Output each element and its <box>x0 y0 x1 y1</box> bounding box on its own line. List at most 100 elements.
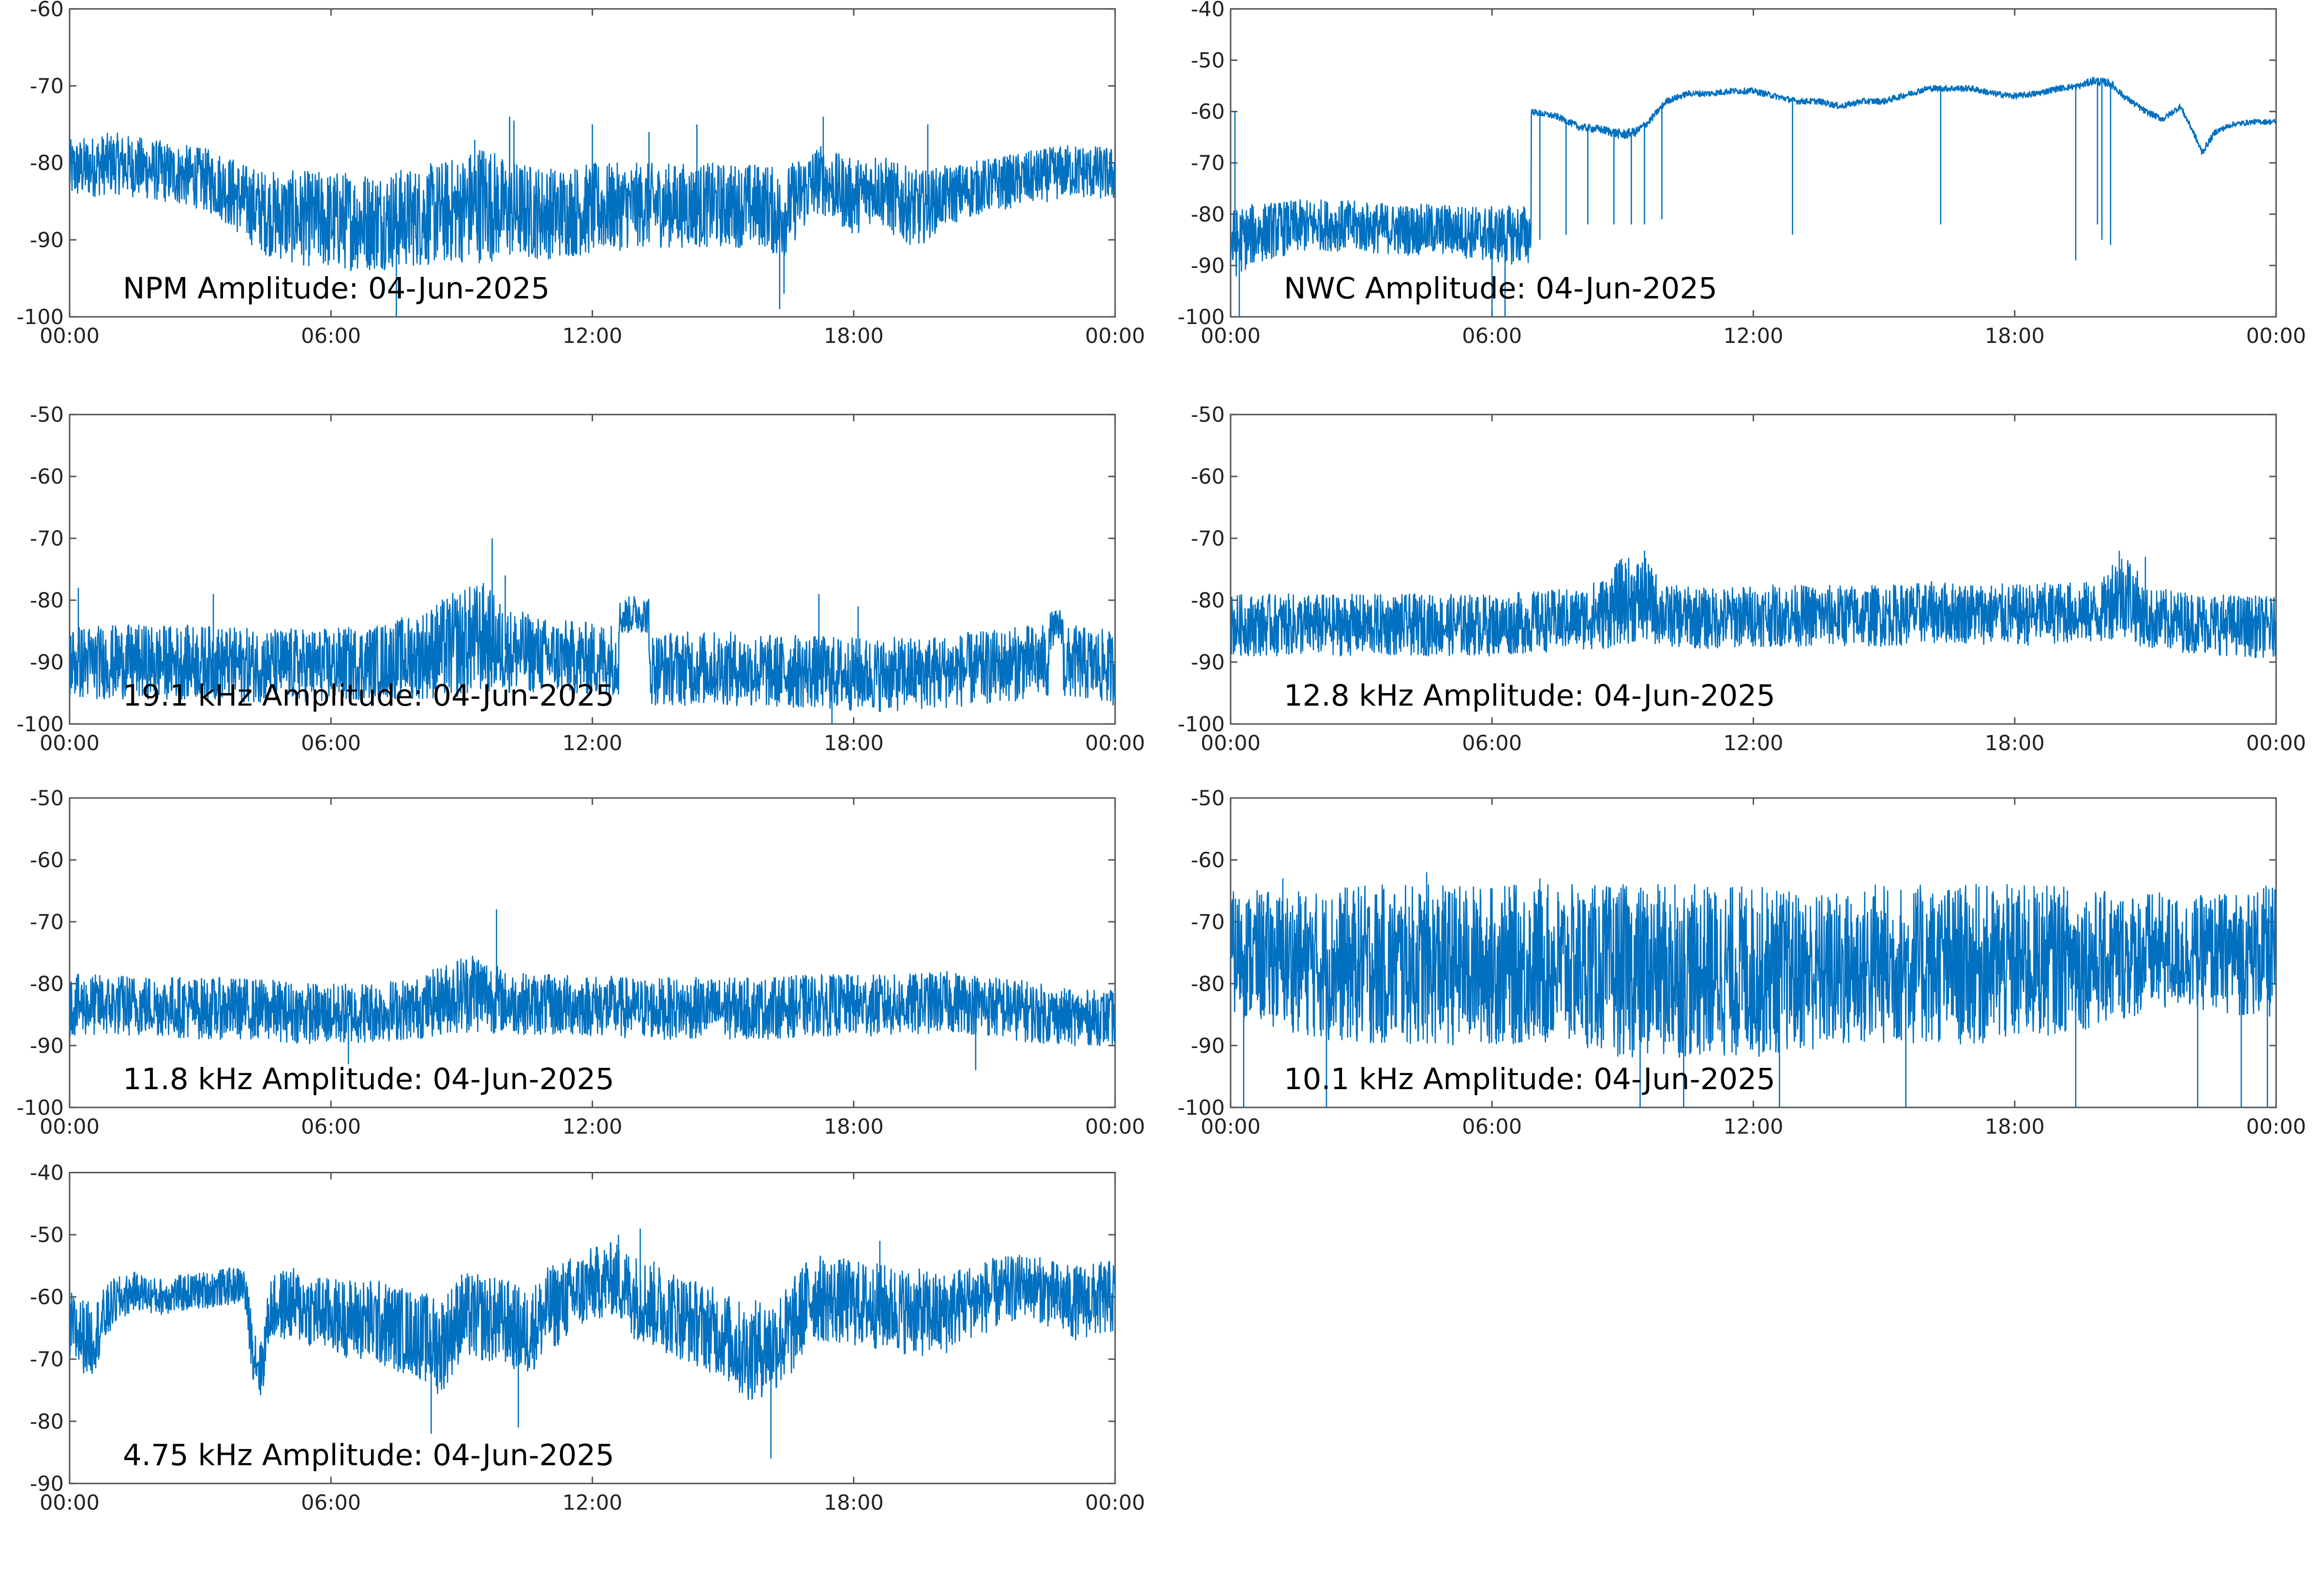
x-tick-label: 06:00 <box>1462 731 1522 755</box>
chart-panel: 00:00 06:00 12:00 18:00 00:00 -50 -60 -70 -80 -90… <box>1177 786 2306 1139</box>
amplitude-trace <box>1230 76 2277 277</box>
y-tick-label: -50 <box>30 786 64 811</box>
y-tick-label: -100 <box>1177 1096 1225 1120</box>
y-tick-label: -90 <box>1191 254 1225 278</box>
x-tick-label: 00:00 <box>1085 731 1145 755</box>
chart-title: 12.8 kHz Amplitude: 04-Jun-2025 <box>1284 679 1775 713</box>
y-tick-label: -80 <box>30 1410 64 1434</box>
x-tick-label: 00:00 <box>1085 1491 1145 1515</box>
x-tick-label: 12:00 <box>1724 1115 1784 1139</box>
y-tick-label: -100 <box>16 712 64 737</box>
amplitude-trace <box>1230 557 2277 659</box>
plot-frame <box>1230 414 2277 725</box>
chart-panel: 00:00 06:00 12:00 18:00 00:00 -50 -60 -70 -80 -90… <box>1177 403 2306 755</box>
x-tick-label: 00:00 <box>40 1115 100 1139</box>
y-tick-label: -70 <box>30 527 64 551</box>
x-tick-label: 00:00 <box>1085 324 1145 348</box>
x-tick-label: 00:00 <box>40 731 100 755</box>
chart-title: NWC Amplitude: 04-Jun-2025 <box>1284 271 1717 306</box>
x-tick-label: 12:00 <box>563 1115 623 1139</box>
plot-frame <box>69 797 1116 1108</box>
y-tick-label: -60 <box>1191 100 1225 124</box>
y-tick-label: -50 <box>1191 403 1225 427</box>
y-tick-label: -80 <box>30 589 64 613</box>
amplitude-trace <box>1230 884 2277 1058</box>
y-tick-label: -50 <box>1191 786 1225 811</box>
x-tick-label: 00:00 <box>1201 324 1261 348</box>
y-tick-label: -100 <box>1177 305 1225 329</box>
chart-title: 11.8 kHz Amplitude: 04-Jun-2025 <box>123 1062 614 1096</box>
y-tick-label: -90 <box>30 650 64 675</box>
x-tick-label: 12:00 <box>563 324 623 348</box>
chart-panel: 00:00 06:00 12:00 18:00 00:00 -40 -50 -60 -70 -80… <box>1177 0 2306 348</box>
x-tick-label: 12:00 <box>563 731 623 755</box>
y-tick-label: -70 <box>30 74 64 99</box>
y-tick-label: -50 <box>30 1223 64 1247</box>
x-tick-label: 06:00 <box>301 1115 361 1139</box>
x-tick-label: 18:00 <box>824 1115 884 1139</box>
y-tick-label: -60 <box>1191 465 1225 489</box>
x-tick-label: 12:00 <box>1724 731 1784 755</box>
y-tick-label: -100 <box>16 1096 64 1120</box>
y-tick-label: -70 <box>30 1347 64 1372</box>
x-tick-label: 00:00 <box>2246 731 2306 755</box>
y-tick-label: -90 <box>1191 650 1225 675</box>
y-tick-label: -90 <box>30 1034 64 1058</box>
y-tick-label: -80 <box>1191 589 1225 613</box>
chart-title: 4.75 kHz Amplitude: 04-Jun-2025 <box>123 1438 614 1472</box>
y-tick-label: -80 <box>30 151 64 176</box>
x-tick-label: 18:00 <box>824 1491 884 1515</box>
y-tick-label: -60 <box>30 848 64 872</box>
amplitude-trace <box>69 583 1116 712</box>
y-tick-label: -50 <box>1191 48 1225 73</box>
y-tick-label: -70 <box>1191 910 1225 934</box>
y-tick-label: -70 <box>30 910 64 934</box>
y-tick-label: -40 <box>30 1161 64 1185</box>
y-tick-label: -100 <box>1177 712 1225 737</box>
y-tick-label: -90 <box>30 228 64 252</box>
x-tick-label: 18:00 <box>824 731 884 755</box>
x-tick-label: 00:00 <box>40 1491 100 1515</box>
x-tick-label: 00:00 <box>40 324 100 348</box>
y-tick-label: -70 <box>1191 151 1225 176</box>
y-tick-label: -90 <box>30 1472 64 1496</box>
plot-frame <box>1230 8 2277 318</box>
y-tick-label: -50 <box>30 403 64 427</box>
x-tick-label: 18:00 <box>1985 731 2045 755</box>
y-tick-label: -80 <box>1191 203 1225 227</box>
chart-panel: 00:00 06:00 12:00 18:00 00:00 -50 -60 -70 -80 -90… <box>16 403 1145 755</box>
chart-title: 19.1 kHz Amplitude: 04-Jun-2025 <box>123 679 614 713</box>
x-tick-label: 00:00 <box>2246 1115 2306 1139</box>
x-tick-label: 00:00 <box>1201 731 1261 755</box>
x-tick-label: 00:00 <box>1085 1115 1145 1139</box>
chart-title: NPM Amplitude: 04-Jun-2025 <box>123 271 550 306</box>
x-tick-label: 06:00 <box>1462 1115 1522 1139</box>
x-tick-label: 06:00 <box>301 731 361 755</box>
y-tick-label: -80 <box>1191 972 1225 996</box>
chart-panel: 00:00 06:00 12:00 18:00 00:00 -50 -60 -70 -80 -90… <box>16 786 1145 1139</box>
x-tick-label: 00:00 <box>2246 324 2306 348</box>
y-tick-label: -100 <box>16 305 64 329</box>
y-tick-label: -40 <box>1191 0 1225 21</box>
chart-panel: 00:00 06:00 12:00 18:00 00:00 -40 -50 -60 -70 -80… <box>30 1161 1145 1515</box>
x-tick-label: 18:00 <box>1985 1115 2045 1139</box>
x-tick-label: 00:00 <box>1201 1115 1261 1139</box>
chart-title: 10.1 kHz Amplitude: 04-Jun-2025 <box>1284 1062 1775 1096</box>
y-tick-label: -70 <box>1191 527 1225 551</box>
x-tick-label: 12:00 <box>563 1491 623 1515</box>
plot-frame <box>69 1171 1116 1484</box>
x-tick-label: 06:00 <box>301 324 361 348</box>
amplitude-trace <box>69 955 1116 1047</box>
x-tick-label: 18:00 <box>824 324 884 348</box>
y-tick-label: -80 <box>30 972 64 996</box>
y-tick-label: -60 <box>30 465 64 489</box>
x-tick-label: 06:00 <box>1462 324 1522 348</box>
x-tick-label: 18:00 <box>1985 324 2045 348</box>
plot-frame <box>69 414 1116 725</box>
y-tick-label: -60 <box>1191 848 1225 872</box>
x-tick-label: 06:00 <box>301 1491 361 1515</box>
x-tick-label: 12:00 <box>1724 324 1784 348</box>
y-tick-label: -60 <box>30 1286 64 1310</box>
amplitude-trace <box>69 1242 1116 1401</box>
